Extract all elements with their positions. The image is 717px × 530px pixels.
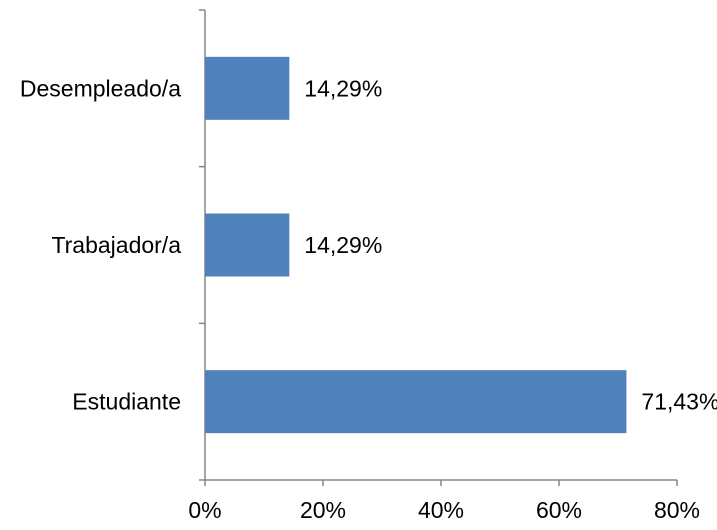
category-label: Desempleado/a <box>20 75 181 101</box>
x-tick-label: 80% <box>654 497 700 523</box>
bar-layer <box>205 56 627 434</box>
bar <box>205 370 627 434</box>
data-label: 14,29% <box>304 232 382 258</box>
bar <box>205 213 290 277</box>
x-tick-label: 0% <box>188 497 221 523</box>
label-layer: 0% 20% 40% 60% 80% Estudiante 71,43% Trabajador… <box>20 75 717 523</box>
x-tick-label: 20% <box>300 497 346 523</box>
x-tick-label: 40% <box>418 497 464 523</box>
data-label: 14,29% <box>304 75 382 101</box>
category-label: Trabajador/a <box>51 232 181 258</box>
category-label: Estudiante <box>72 389 181 415</box>
data-label: 71,43% <box>641 389 717 415</box>
x-tick-label: 60% <box>536 497 582 523</box>
bar <box>205 56 290 120</box>
